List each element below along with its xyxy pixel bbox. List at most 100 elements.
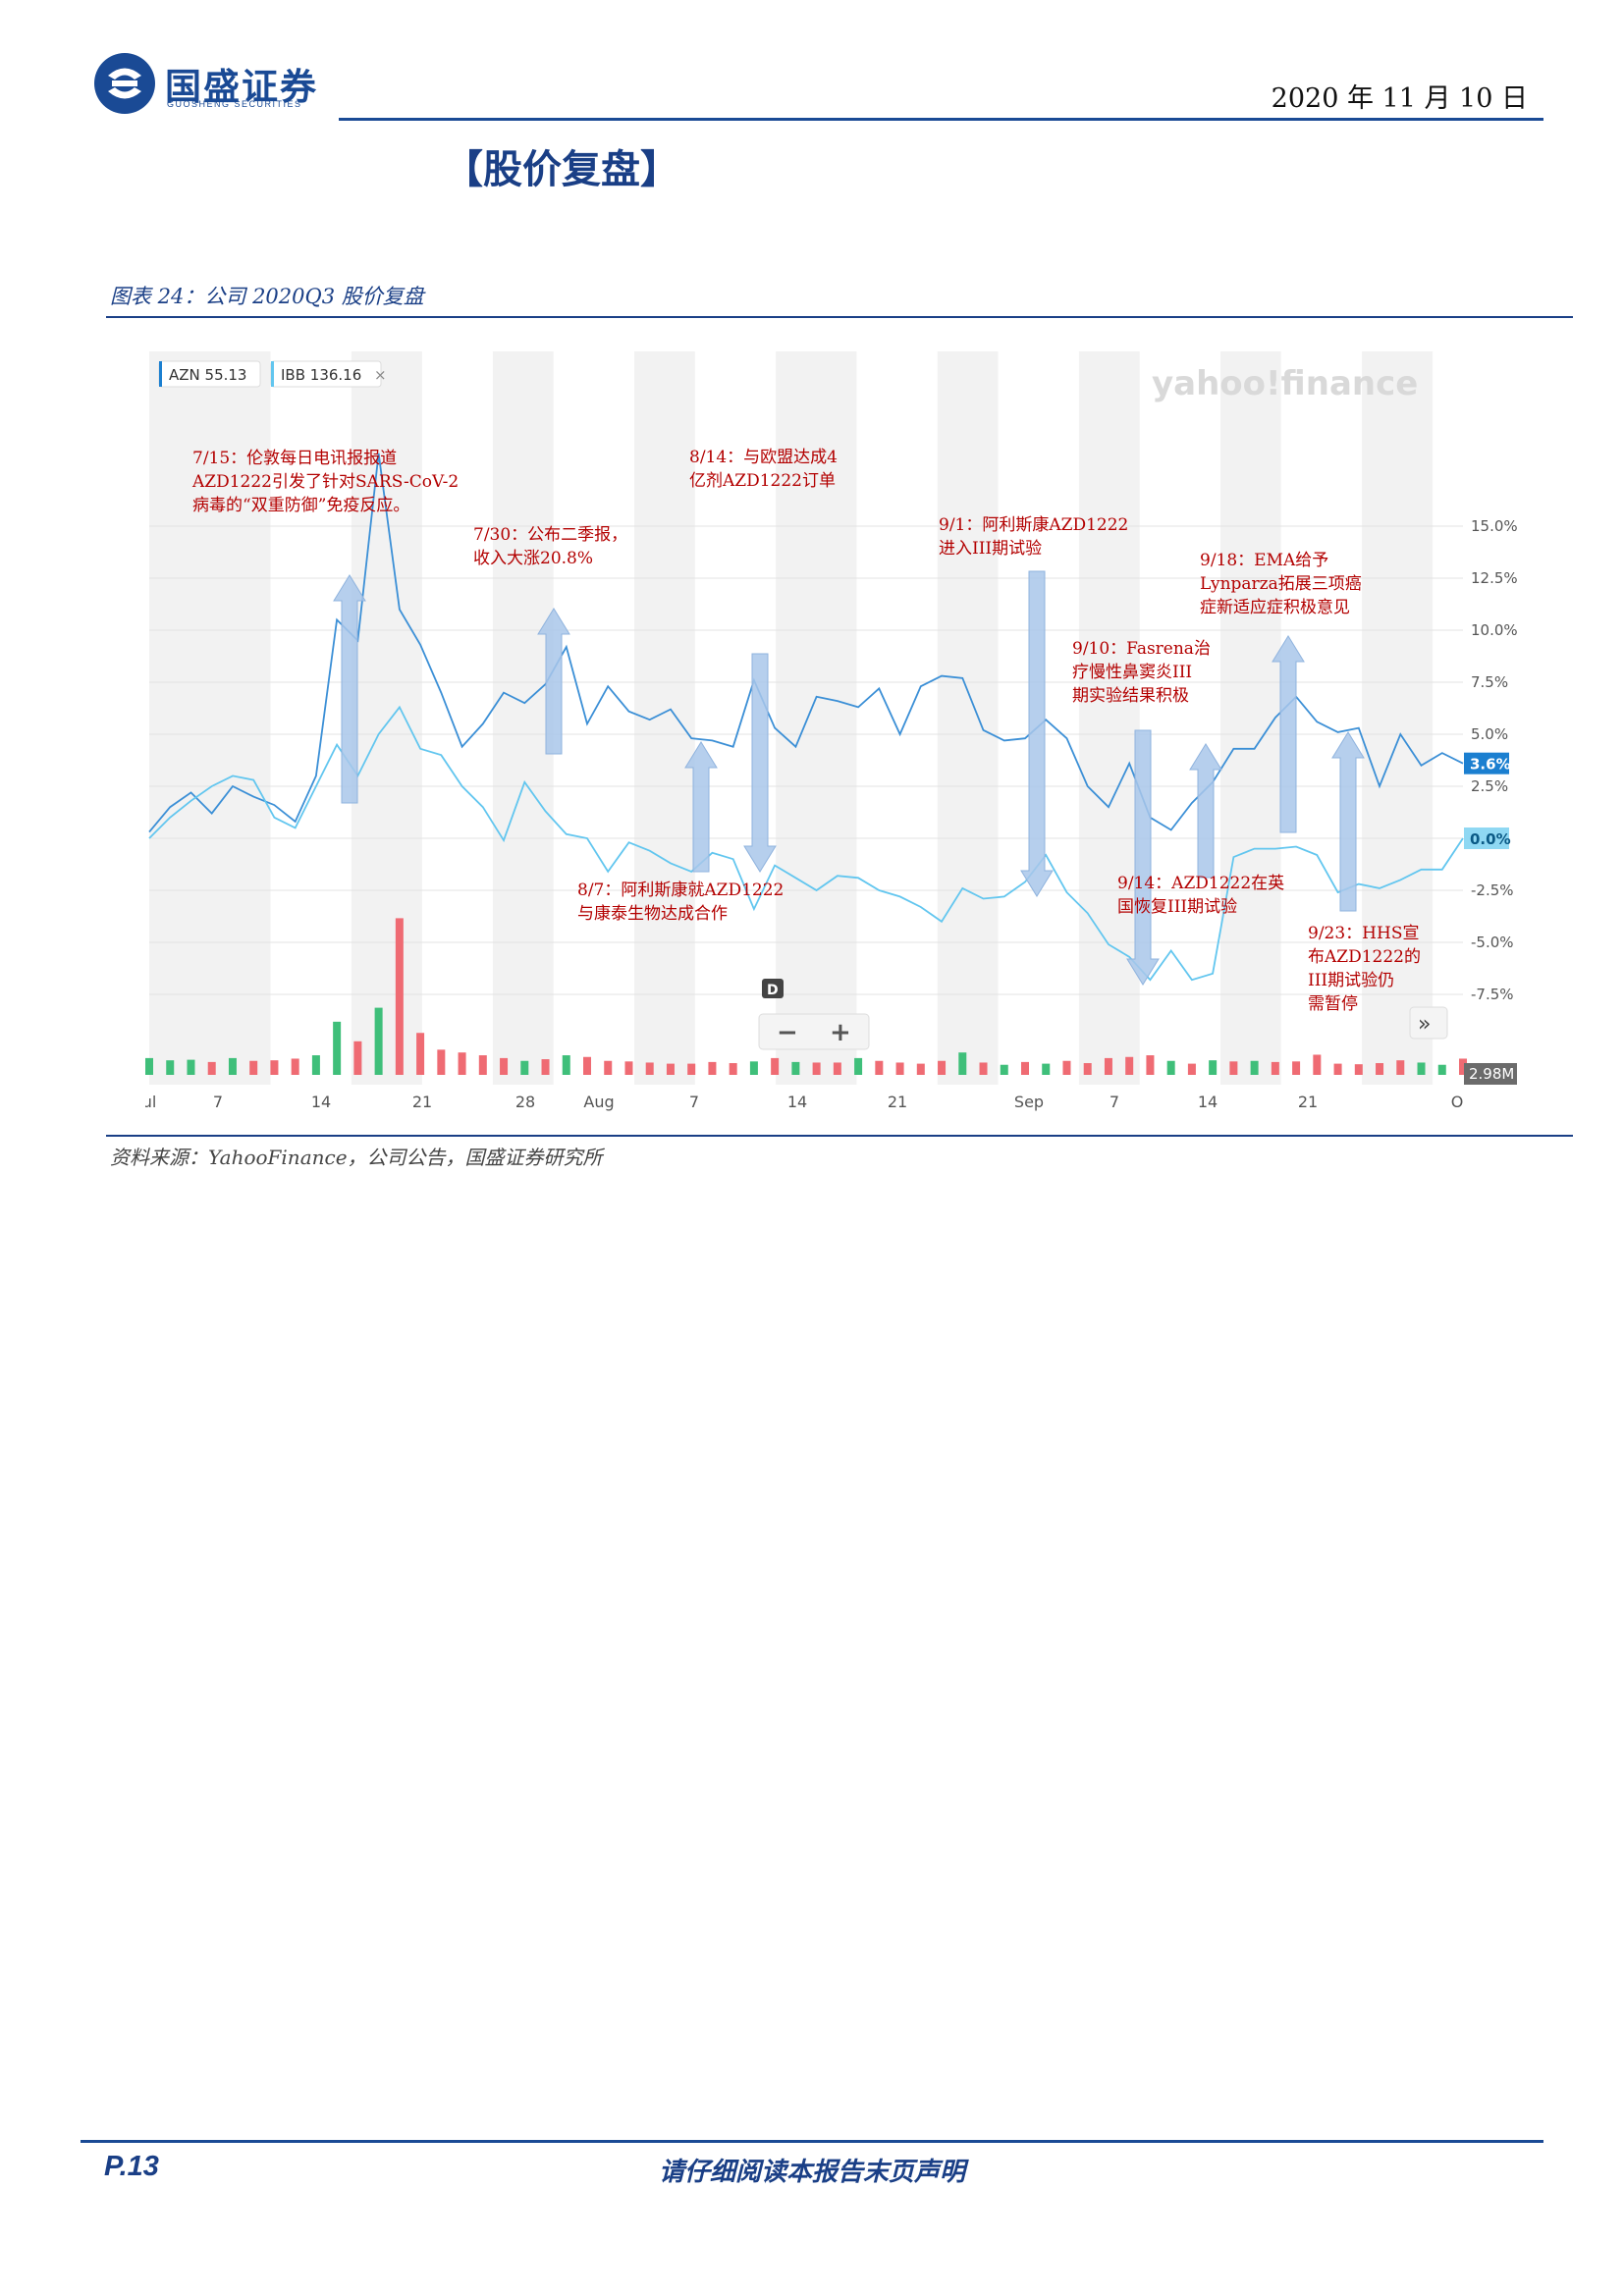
volume-bar [1104, 1057, 1112, 1075]
volume-bar [1062, 1060, 1071, 1075]
week-band [937, 351, 999, 1085]
y-tick-label: -7.5% [1471, 986, 1514, 1003]
y-tick-label: -5.0% [1471, 934, 1514, 951]
y-tick-label: 5.0% [1471, 725, 1508, 743]
annotation-text: 收入大涨20.8% [473, 549, 593, 568]
annotation-text: 9/10：Fasrena治 [1072, 639, 1211, 659]
volume-bar [791, 1061, 800, 1075]
x-tick-label: Aug [583, 1093, 614, 1111]
volume-bar [1250, 1060, 1259, 1075]
x-tick-label: O [1451, 1093, 1464, 1111]
annotation-text: 8/14：与欧盟达成4 [689, 448, 838, 467]
stock-chart: 15.0% 12.5% 10.0% 7.5% 5.0% 2.5% 0.0% -2.5% -5.0… [145, 332, 1522, 1117]
volume-bar [1125, 1056, 1134, 1075]
volume-bar [1021, 1061, 1029, 1075]
zoom-controls [758, 1013, 870, 1050]
volume-bar [979, 1062, 988, 1075]
volume-bar [1396, 1060, 1405, 1075]
footer-divider [81, 2140, 1543, 2143]
volume-bar [1000, 1064, 1008, 1075]
zoom-in-icon: + [830, 1018, 851, 1047]
y-tick-label: -2.5% [1471, 881, 1514, 899]
volume-bar [958, 1052, 967, 1075]
volume-bar [374, 1007, 383, 1075]
logo-subtitle: GUOSHENG SECURITIES [167, 99, 302, 109]
volume-bar [291, 1058, 299, 1075]
x-tick-label: 7 [689, 1093, 699, 1111]
x-tick-label: 21 [888, 1093, 907, 1111]
y-tick-label: 10.0% [1471, 621, 1518, 639]
volume-bar [854, 1057, 863, 1075]
volume-bar [270, 1060, 279, 1075]
annotation-text: 进入III期试验 [939, 539, 1042, 559]
x-tick-label: 14 [1198, 1093, 1218, 1111]
caption-divider-bottom [106, 1135, 1573, 1137]
annotation-text: 病毒的“双重防御”免疫反应。 [192, 496, 409, 515]
footer-disclaimer: 请仔细阅读本报告末页声明 [658, 2158, 965, 2187]
annotation-arrow [1126, 729, 1160, 986]
annotation-text: 症新适应症积极意见 [1200, 598, 1350, 617]
legend-label: IBB 136.16 [281, 366, 361, 384]
volume-bar [1209, 1060, 1218, 1075]
volume-bar [1083, 1063, 1092, 1075]
section-title: 【股价复盘】 [444, 146, 679, 192]
volume-bar [1354, 1064, 1363, 1075]
volume-bar [228, 1057, 237, 1075]
volume-bar [1459, 1058, 1467, 1075]
volume-bar [1292, 1061, 1301, 1075]
annotation-text: 布AZD1222的 [1308, 947, 1421, 967]
volume-bar [249, 1060, 258, 1075]
x-tick-label: 28 [515, 1093, 535, 1111]
volume-bar [353, 1041, 362, 1075]
volume-bar [520, 1060, 529, 1075]
volume-bar [895, 1062, 904, 1075]
volume-bar [875, 1060, 884, 1075]
legend-color-bar [271, 361, 274, 387]
week-band [492, 351, 554, 1085]
legend-close-icon: × [374, 366, 387, 384]
company-logo [94, 53, 155, 114]
figure-source: 资料来源：YahooFinance，公司公告，国盛证券研究所 [110, 1146, 603, 1169]
y-tick-label: 12.5% [1471, 569, 1518, 587]
annotation-text: Lynparza拓展三项癌 [1200, 574, 1362, 594]
volume-label-box [1464, 1063, 1517, 1085]
volume-bar [1271, 1061, 1279, 1075]
annotation-arrow [1189, 743, 1222, 879]
page-number: P.13 [104, 2151, 159, 2182]
annotation-arrow [333, 574, 366, 804]
volume-bar [311, 1055, 320, 1075]
volume-bar [187, 1059, 195, 1075]
volume-bar [437, 1049, 446, 1075]
volume-bar [666, 1063, 675, 1075]
volume-bar [708, 1061, 717, 1075]
last-value-box [1464, 828, 1509, 849]
annotation-text: 与康泰生物达成合作 [577, 904, 728, 924]
week-band [351, 351, 422, 1085]
expand-button [1409, 1006, 1448, 1040]
x-tick-label: ul [145, 1093, 156, 1111]
annotation-text: 9/14：AZD1222在英 [1117, 874, 1284, 893]
x-tick-label: 14 [787, 1093, 807, 1111]
volume-bar [645, 1062, 654, 1075]
logo-text: 国盛证券 [165, 66, 318, 108]
week-band [149, 351, 271, 1085]
expand-icon: » [1418, 1012, 1431, 1037]
week-band [1078, 351, 1140, 1085]
annotation-text: 需暂停 [1308, 994, 1358, 1014]
volume-bar [771, 1057, 780, 1075]
volume-bar [207, 1061, 216, 1075]
legend-label: AZN 55.13 [169, 366, 246, 384]
annotation-text: III期试验仍 [1308, 971, 1394, 990]
y-tick-label: 7.5% [1471, 673, 1508, 691]
annotation-text: 亿剂AZD1222订单 [689, 471, 836, 491]
volume-bar [938, 1060, 947, 1075]
volume-bar [145, 1057, 153, 1075]
volume-bar [729, 1063, 737, 1075]
week-band [1362, 351, 1434, 1085]
volume-bar [1376, 1063, 1384, 1075]
volume-last-label: 2.98M [1469, 1065, 1514, 1083]
volume-bar [1166, 1060, 1175, 1075]
volume-bar [624, 1061, 633, 1075]
volume-bar [833, 1062, 841, 1075]
annotation-arrow [684, 741, 718, 873]
